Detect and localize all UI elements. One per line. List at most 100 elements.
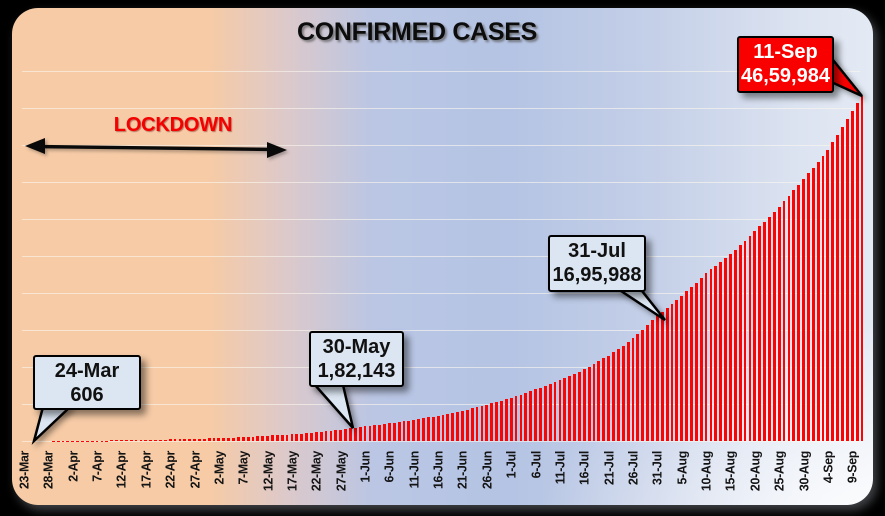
bar — [860, 96, 864, 441]
bar — [271, 435, 274, 441]
bar — [836, 134, 840, 441]
bar — [266, 435, 269, 441]
bar — [334, 430, 338, 441]
x-axis-label: 17-Apr — [138, 450, 154, 489]
bar — [850, 110, 854, 441]
bar — [363, 426, 367, 441]
bar — [831, 142, 835, 441]
bar — [329, 430, 333, 441]
bar — [548, 384, 552, 441]
bar — [485, 404, 489, 441]
bar — [256, 436, 260, 441]
gridline — [22, 256, 860, 258]
bar — [680, 295, 684, 441]
bar — [534, 389, 537, 441]
x-axis-label: 22-May — [308, 450, 324, 492]
x-axis-label: 21-Jun — [454, 450, 470, 490]
bar — [397, 422, 401, 441]
x-axis-label: 12-Apr — [113, 450, 129, 489]
bar — [529, 391, 533, 441]
bar — [465, 409, 469, 441]
bar — [651, 320, 654, 441]
bar — [816, 161, 820, 441]
bar — [504, 399, 508, 441]
x-axis-label: 16-Jun — [430, 450, 446, 490]
bar — [290, 434, 294, 441]
bar — [339, 429, 343, 441]
callout-value: 1,82,143 — [317, 360, 396, 382]
bar — [188, 438, 192, 441]
bar — [212, 438, 216, 441]
x-axis-label: 6-Jul — [528, 450, 544, 479]
gridline — [22, 441, 860, 443]
x-axis-label: 11-Jul — [552, 450, 568, 485]
bar — [597, 361, 601, 441]
bar — [407, 420, 411, 441]
bar — [626, 342, 630, 441]
x-axis-label: 27-May — [333, 450, 349, 492]
bar — [246, 436, 250, 441]
callout-value: 16,95,988 — [552, 264, 642, 286]
x-axis-label: 6-Jun — [381, 450, 397, 483]
bar — [777, 206, 781, 441]
bar — [197, 438, 201, 441]
x-axis-label: 9-Sep — [844, 450, 860, 484]
bar — [797, 184, 801, 441]
gridline — [22, 182, 860, 184]
bar — [261, 436, 265, 441]
bar — [621, 345, 625, 441]
bar — [641, 329, 645, 441]
bar — [841, 126, 844, 441]
x-axis-label: 26-Jun — [479, 450, 495, 490]
callout-date: 31-Jul — [568, 240, 626, 262]
x-axis-label: 1-Jun — [357, 450, 373, 483]
bar — [748, 235, 752, 441]
bar — [388, 423, 391, 441]
bar — [690, 287, 693, 441]
bar — [353, 427, 357, 441]
bar — [753, 231, 757, 441]
bar — [685, 291, 688, 441]
bar — [422, 418, 425, 441]
x-axis-label: 20-Aug — [747, 450, 763, 492]
bar — [612, 352, 615, 441]
bar — [475, 407, 479, 441]
chart-title: CONFIRMED CASES — [297, 18, 537, 46]
gridline — [22, 145, 860, 147]
lockdown-label: LOCKDOWN — [113, 114, 233, 136]
x-axis-label: 22-Apr — [162, 450, 178, 489]
bar — [665, 307, 669, 441]
callout-31-jul: 31-Jul 16,95,988 — [548, 235, 646, 292]
bar — [787, 195, 791, 441]
bar — [578, 371, 581, 441]
bar — [772, 211, 776, 441]
bar — [563, 378, 567, 441]
callout-date: 24-Mar — [54, 360, 120, 382]
bar — [251, 436, 255, 441]
bar — [636, 334, 640, 441]
bar — [826, 149, 830, 441]
bar — [670, 303, 674, 441]
x-axis-label: 15-Aug — [722, 450, 738, 492]
bar — [480, 405, 484, 441]
bar — [709, 269, 713, 441]
bar — [426, 417, 430, 441]
chart-panel: 23-Mar 28-Mar 2-Apr 7-Apr 12-Apr 17-Apr 22-Apr… — [12, 8, 873, 505]
x-axis-label: 31-Jul — [649, 450, 665, 485]
bars-layer — [12, 8, 873, 505]
bar — [694, 282, 698, 441]
bar — [441, 414, 445, 441]
bar — [236, 437, 240, 441]
bar — [743, 240, 747, 441]
x-axis-label: 2-Apr — [65, 450, 81, 482]
bar — [392, 422, 396, 441]
bar — [738, 245, 742, 441]
bar — [616, 349, 620, 441]
bar — [855, 103, 859, 441]
bar — [159, 439, 162, 441]
bar — [139, 440, 143, 441]
bar — [168, 439, 172, 441]
callout-date: 30-May — [322, 336, 391, 358]
bar — [675, 299, 679, 441]
